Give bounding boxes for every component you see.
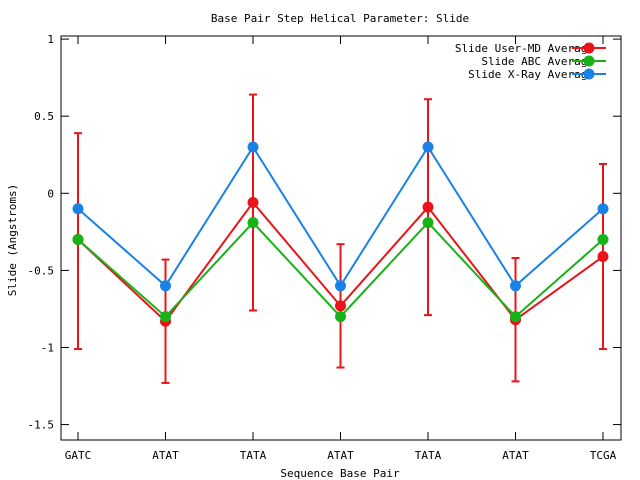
data-point — [160, 311, 171, 323]
data-point — [510, 311, 521, 323]
x-tick-label: TATA — [240, 449, 267, 462]
y-tick-label: -1.5 — [28, 419, 55, 432]
y-tick-label: 1 — [47, 33, 54, 46]
legend-marker — [583, 68, 595, 80]
data-point — [510, 280, 521, 292]
legend-label: Slide ABC Average — [481, 55, 594, 68]
data-point — [160, 280, 171, 292]
y-tick-label: -0.5 — [28, 264, 55, 277]
x-tick-label: ATAT — [502, 449, 529, 462]
data-point — [247, 141, 259, 153]
x-tick-label: GATC — [65, 449, 92, 462]
x-tick-label: TATA — [415, 449, 442, 462]
data-point — [597, 203, 609, 215]
chart-title: Base Pair Step Helical Parameter: Slide — [211, 12, 469, 25]
plot-area: 1 0.5 0 -0.5 -1 -1.5 GATC ATAT TATA ATAT TATA ATAT T… — [28, 33, 622, 462]
legend-label: Slide User-MD Average — [455, 42, 594, 55]
x-axis-label: Sequence Base Pair — [280, 467, 400, 480]
data-point — [597, 234, 609, 246]
data-point — [335, 300, 346, 312]
legend-label: Slide X-Ray Average — [468, 68, 594, 81]
legend-marker — [583, 42, 595, 54]
x-tick-label: TCGA — [590, 449, 617, 462]
data-point — [72, 234, 84, 246]
data-point — [597, 251, 609, 263]
y-tick-label: 0 — [47, 187, 54, 200]
data-point — [72, 203, 84, 215]
data-point — [422, 141, 434, 153]
data-point — [422, 217, 434, 229]
data-point — [335, 311, 346, 323]
data-point — [247, 217, 259, 229]
data-point — [422, 201, 434, 213]
x-tick-label: ATAT — [327, 449, 354, 462]
data-point — [247, 197, 259, 209]
data-point — [335, 280, 346, 292]
y-axis-label: Slide (Angstroms) — [6, 184, 19, 297]
y-tick-label: 0.5 — [34, 110, 54, 123]
y-tick-label: -1 — [41, 341, 54, 354]
legend-marker — [583, 55, 595, 67]
x-tick-label: ATAT — [152, 449, 179, 462]
